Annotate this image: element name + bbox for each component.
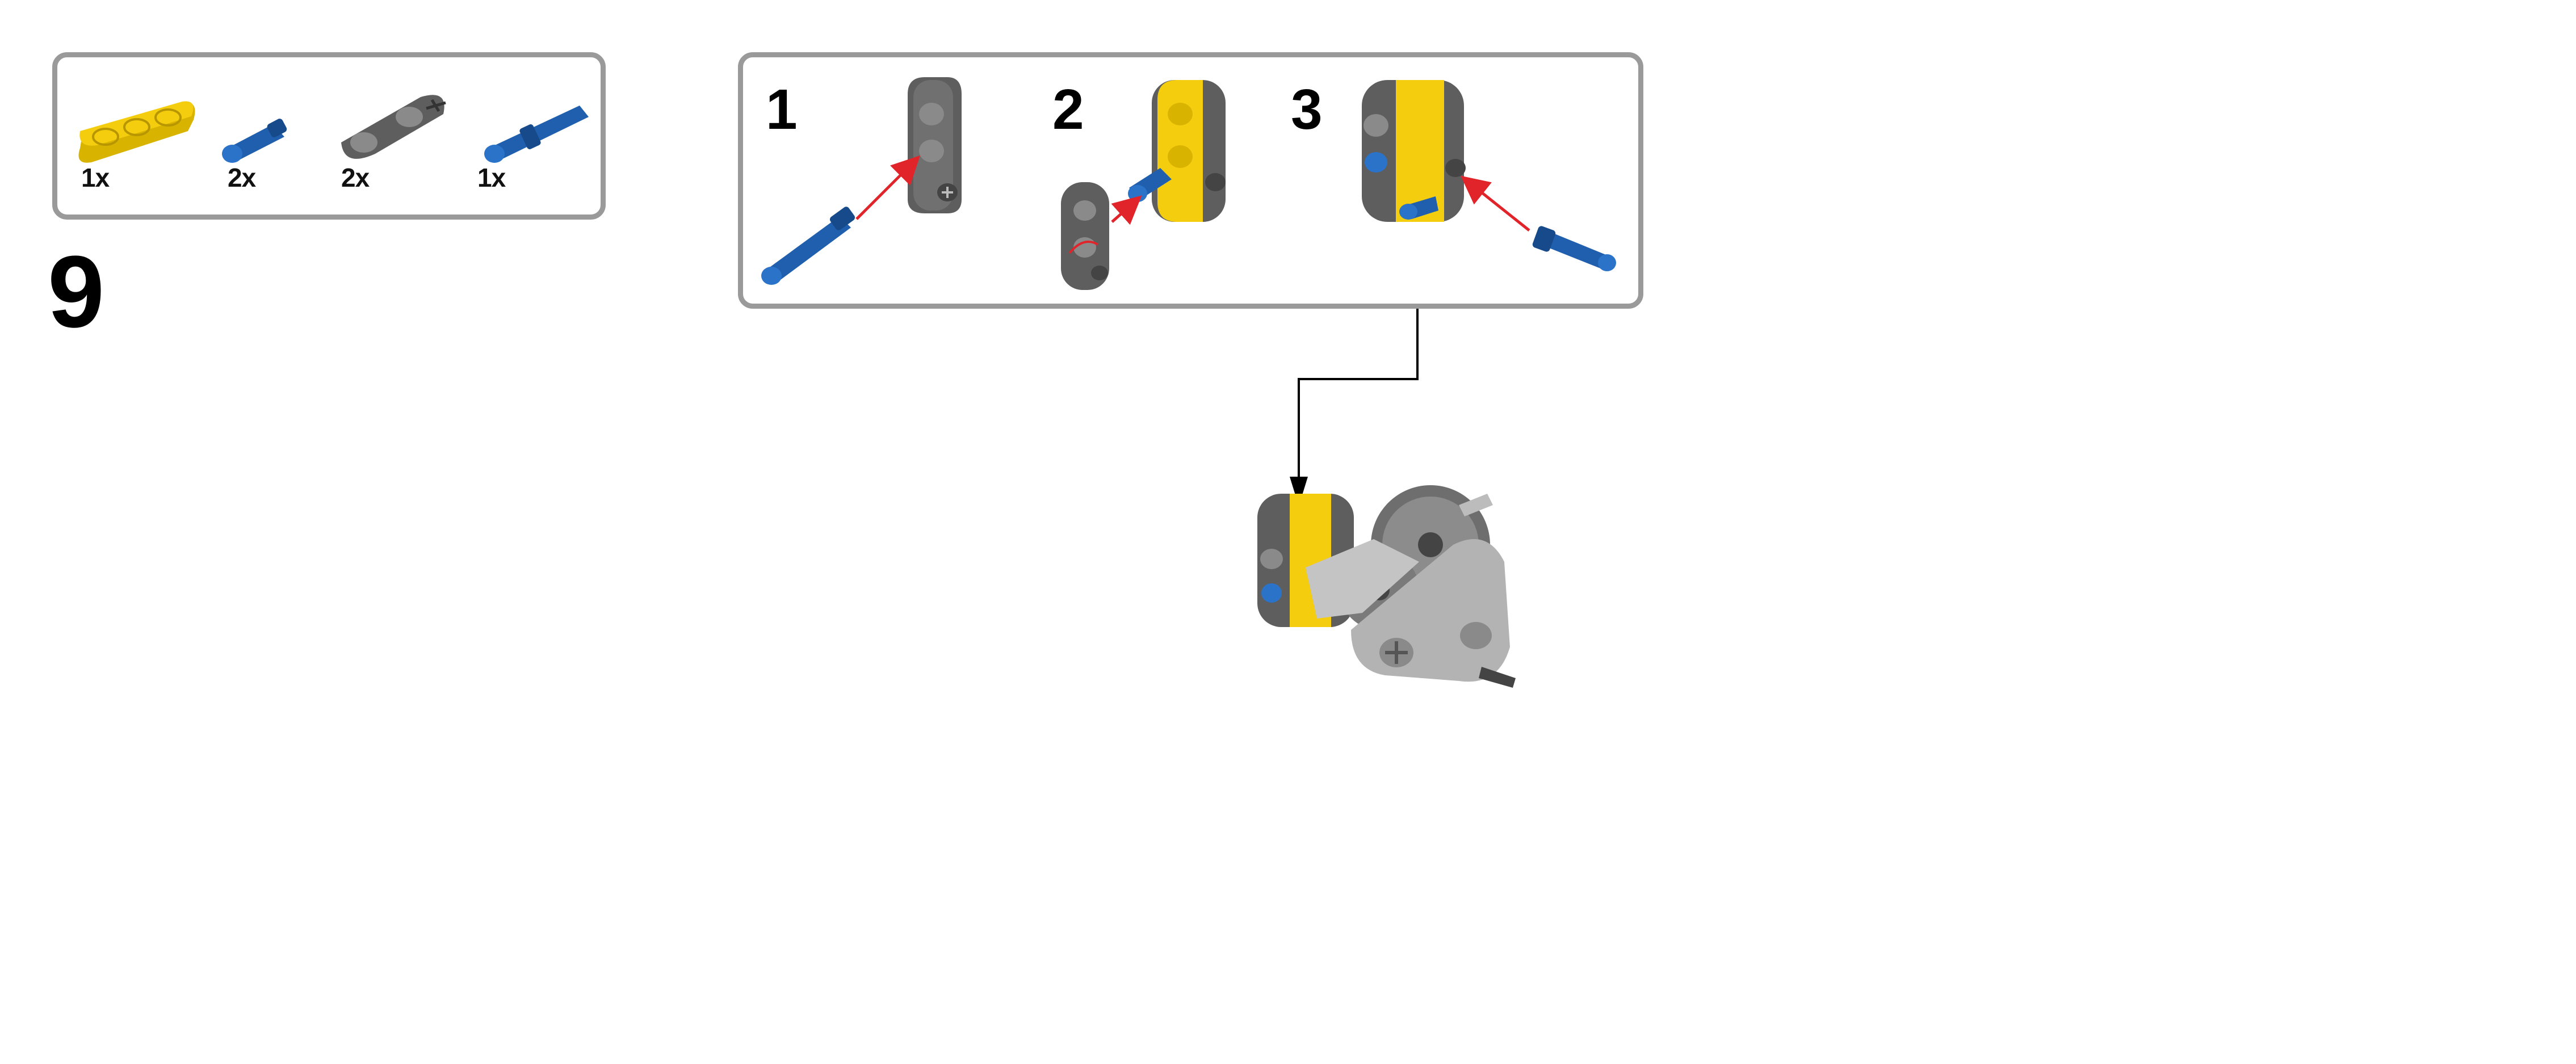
- subassembly-illustrations: [761, 77, 1616, 290]
- subassembly-panel: 1 2 3: [738, 52, 1643, 309]
- parts-illustrations: [78, 95, 589, 163]
- parts-list-panel: 1x 2x 2x 1x: [52, 52, 606, 220]
- gearbox-assembly-icon: [1257, 485, 1516, 688]
- step-number: 9: [48, 235, 105, 349]
- yellow-beam-icon: [78, 101, 195, 163]
- blue-pin-long-icon: [484, 106, 589, 163]
- part-qty-gray-connector: 2x: [341, 163, 370, 192]
- substep-number-3: 3: [1291, 78, 1323, 141]
- substep-3-illustration: [1362, 80, 1616, 271]
- insert-arrow-2: [1111, 195, 1142, 225]
- gray-connector-icon: [341, 95, 446, 159]
- callout-arrowhead-icon: [1290, 477, 1308, 506]
- part-qty-yellow-beam: 1x: [81, 163, 110, 192]
- insert-arrow-1: [855, 155, 921, 220]
- part-qty-blue-pin-short: 2x: [228, 163, 256, 192]
- insert-arrow-3: [1461, 175, 1530, 232]
- part-qty-blue-pin-long: 1x: [477, 163, 506, 192]
- blue-pin-short-icon: [222, 119, 287, 163]
- substep-1-illustration: [761, 77, 962, 285]
- substep-number-2: 2: [1052, 78, 1084, 141]
- substep-2-illustration: [1061, 80, 1226, 290]
- substep-number-1: 1: [766, 78, 798, 141]
